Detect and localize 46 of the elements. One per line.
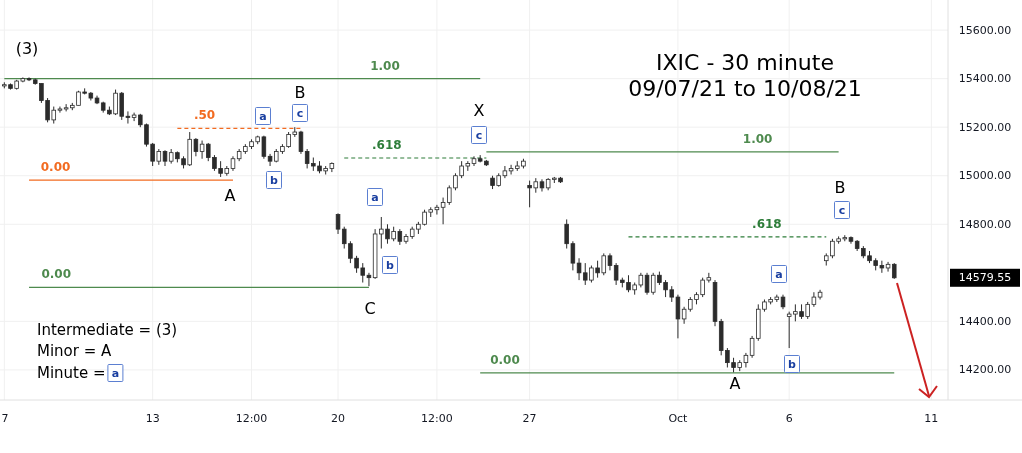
x-tick-label: Oct (668, 411, 689, 425)
x-tick-label: 27 (522, 411, 537, 425)
annotation: b (788, 357, 797, 371)
series-label: 0.00 (40, 160, 71, 175)
annotation: B (294, 82, 306, 102)
series-label: .618 (752, 216, 782, 231)
y-tick-label: 14400.00 (958, 314, 1012, 328)
text: 14579.55 (958, 271, 1012, 285)
annotation: c (475, 128, 483, 142)
text: IXIC - 30 minute (656, 49, 834, 75)
annotation: b (386, 258, 395, 272)
annotation: A (729, 373, 741, 393)
annotation: b (270, 173, 279, 187)
annotation: Intermediate = (3) (37, 321, 178, 339)
y-tick-label: 15400.00 (958, 72, 1012, 86)
annotation: c (296, 106, 304, 120)
series-label: .618 (372, 138, 402, 153)
series-label: .50 (193, 108, 216, 123)
annotation: (3) (15, 38, 39, 58)
annotation: Minute = a (37, 364, 120, 382)
annotation: C (364, 298, 376, 318)
x-tick-label: 13 (145, 411, 160, 425)
annotation: B (834, 177, 846, 197)
annotation: a (775, 267, 783, 281)
x-tick-label: 7 (1, 411, 9, 425)
y-tick-label: 14800.00 (958, 217, 1012, 231)
x-tick-label: 11 (924, 411, 939, 425)
x-tick-label: 6 (785, 411, 793, 425)
series-label: 0.00 (41, 267, 72, 282)
series-label: 0.00 (490, 352, 520, 367)
x-tick-label: 12:00 (235, 411, 268, 425)
annotation: X (473, 100, 485, 120)
annotation: c (838, 203, 846, 217)
series-label: 1.00 (370, 58, 400, 73)
text: 09/07/21 to 10/08/21 (628, 75, 862, 101)
y-tick-label: 15000.00 (958, 169, 1012, 183)
series-label: 1.00 (742, 131, 773, 146)
annotation: Minor = A (37, 342, 113, 360)
x-tick-label: 12:00 (421, 411, 453, 425)
annotation: a (259, 109, 267, 123)
annotation: A (224, 185, 236, 205)
y-tick-label: 15200.00 (958, 120, 1012, 134)
x-tick-label: 20 (331, 411, 346, 425)
y-tick-label: 15600.00 (958, 23, 1012, 37)
annotation: a (371, 190, 379, 204)
y-tick-label: 14200.00 (958, 363, 1012, 377)
